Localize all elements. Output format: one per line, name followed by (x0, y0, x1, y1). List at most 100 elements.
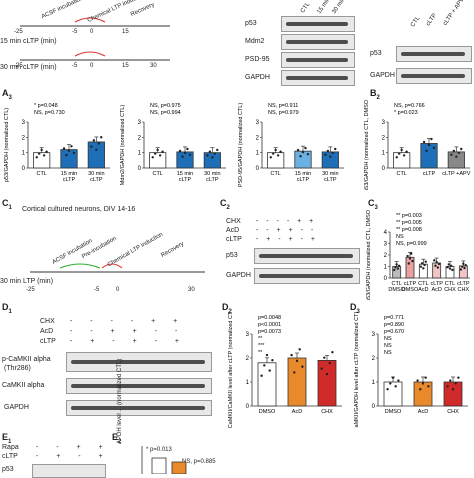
y-tick-label: 2 (22, 135, 26, 141)
category-label: cLTP CHX (457, 281, 470, 293)
panel-label-a3: A3 (2, 88, 12, 101)
data-point (435, 260, 438, 264)
y-tick-label: 2 (256, 135, 260, 141)
panel-label-d2: D2 (222, 302, 232, 315)
data-point (416, 379, 419, 382)
data-point (35, 156, 38, 159)
category-label-line: cLTP +APV (442, 171, 470, 177)
timeline-c: Cortical cultured neurons, DIV 14-16 ACS… (0, 206, 212, 296)
category-label: CTL (396, 171, 406, 177)
data-point (65, 153, 68, 157)
bar (149, 152, 167, 169)
data-point (394, 265, 397, 269)
blot-row: p-CaMKII alpha (2, 356, 51, 363)
data-point (460, 147, 463, 151)
data-point (411, 259, 414, 263)
timeline-a: ACSF incubation Chemical LTP induction R… (0, 0, 180, 80)
blot-a-col: 30 min (331, 0, 347, 16)
blot-a-col: CTL (299, 1, 312, 15)
data-point (405, 150, 408, 153)
category-label-line: 30 min (204, 171, 221, 177)
data-point (419, 265, 423, 268)
category-label: cLTP +APV (442, 171, 470, 177)
category-label-line: CHX (321, 409, 333, 415)
blot-strip (66, 400, 212, 416)
data-point (45, 150, 48, 153)
category-label-line: cLTP (90, 177, 103, 183)
blot-strip (66, 352, 212, 372)
blot-strip (66, 378, 212, 394)
category-label-line: 15 min (177, 171, 194, 177)
treat-label: cLTP (226, 236, 242, 243)
category-label-line: cLTP (423, 171, 436, 177)
data-point (450, 153, 453, 156)
data-point (211, 156, 214, 159)
data-point (268, 369, 271, 372)
tick: 30 (150, 63, 157, 69)
tick: 15 (122, 63, 129, 69)
stat-annotation: p=0.670 (384, 329, 404, 335)
panel-label-e2: E2 (112, 432, 122, 445)
data-point (397, 379, 400, 382)
data-point (181, 155, 184, 158)
blot-b-row: p53 (370, 50, 382, 57)
chart-ylabel: p-CaMKII/CaMKII level after cLTP (normal… (228, 312, 234, 428)
data-point (154, 152, 157, 155)
category-label-line: CTL (445, 281, 455, 287)
timeline-c-svg (30, 263, 205, 273)
treat-label: Rapa (2, 444, 19, 451)
data-point (454, 382, 457, 385)
data-point (334, 147, 337, 151)
category-label-line: 30 min (88, 171, 105, 177)
y-tick-label: 3 (138, 120, 142, 126)
data-point (324, 153, 327, 156)
data-point (389, 382, 392, 385)
blot-b-col: CTL (409, 15, 422, 29)
bar (458, 265, 468, 279)
blot-a-row: GAPDH (245, 74, 270, 81)
data-point (290, 353, 293, 357)
stat-annotation: NS (384, 336, 392, 342)
data-point (430, 137, 433, 141)
blot-e1: Rapa cLTP - - + + - + - + p53 (0, 442, 108, 478)
panel-label-c2: C2 (220, 198, 230, 211)
stat-annotation: ** p=0.005 (396, 220, 422, 226)
data-point (301, 365, 304, 368)
chart-b2: p53/GAPDH (normalized CTL, DMSO) 0 1 2 3 CTL c… (364, 100, 471, 190)
category-label-line: cLTP (457, 281, 470, 287)
data-point (463, 266, 466, 270)
data-point (464, 264, 467, 267)
treat-label: cLTP (40, 338, 56, 345)
data-point (460, 265, 464, 268)
timeline-c-title: Cortical cultured neurons, DIV 14-16 (22, 206, 136, 213)
stat-annotation: p=0.0073 (258, 329, 281, 335)
data-point (433, 259, 436, 262)
data-point (213, 152, 216, 155)
stat-annotation: NS, p=0.730 (34, 110, 65, 116)
tick: -25 (14, 29, 23, 35)
data-point (420, 262, 424, 265)
data-point (446, 265, 449, 269)
data-point (437, 262, 441, 266)
bar (203, 152, 221, 169)
data-point (407, 262, 410, 265)
e2-stat: NS, p=0.885 (182, 459, 216, 465)
stat-annotation: NS (384, 350, 392, 356)
data-point (296, 148, 300, 152)
y-tick-label: 2 (372, 356, 376, 362)
data-point (161, 150, 164, 153)
category-label-line: CHX (447, 409, 459, 415)
category-label: cLTP DMSO (402, 281, 419, 293)
blot-a-row: Mdm2 (245, 38, 265, 45)
category-label-line: AcD (292, 409, 302, 415)
data-point (260, 374, 263, 377)
data-point (397, 264, 401, 268)
data-point (396, 267, 400, 270)
blot-row: GAPDH (226, 272, 251, 279)
data-point (398, 152, 401, 155)
data-point (72, 151, 76, 155)
stat-annotation: ** (258, 350, 263, 356)
data-point (424, 376, 427, 379)
bar (392, 266, 402, 279)
panel-label-b2: B2 (370, 88, 380, 101)
